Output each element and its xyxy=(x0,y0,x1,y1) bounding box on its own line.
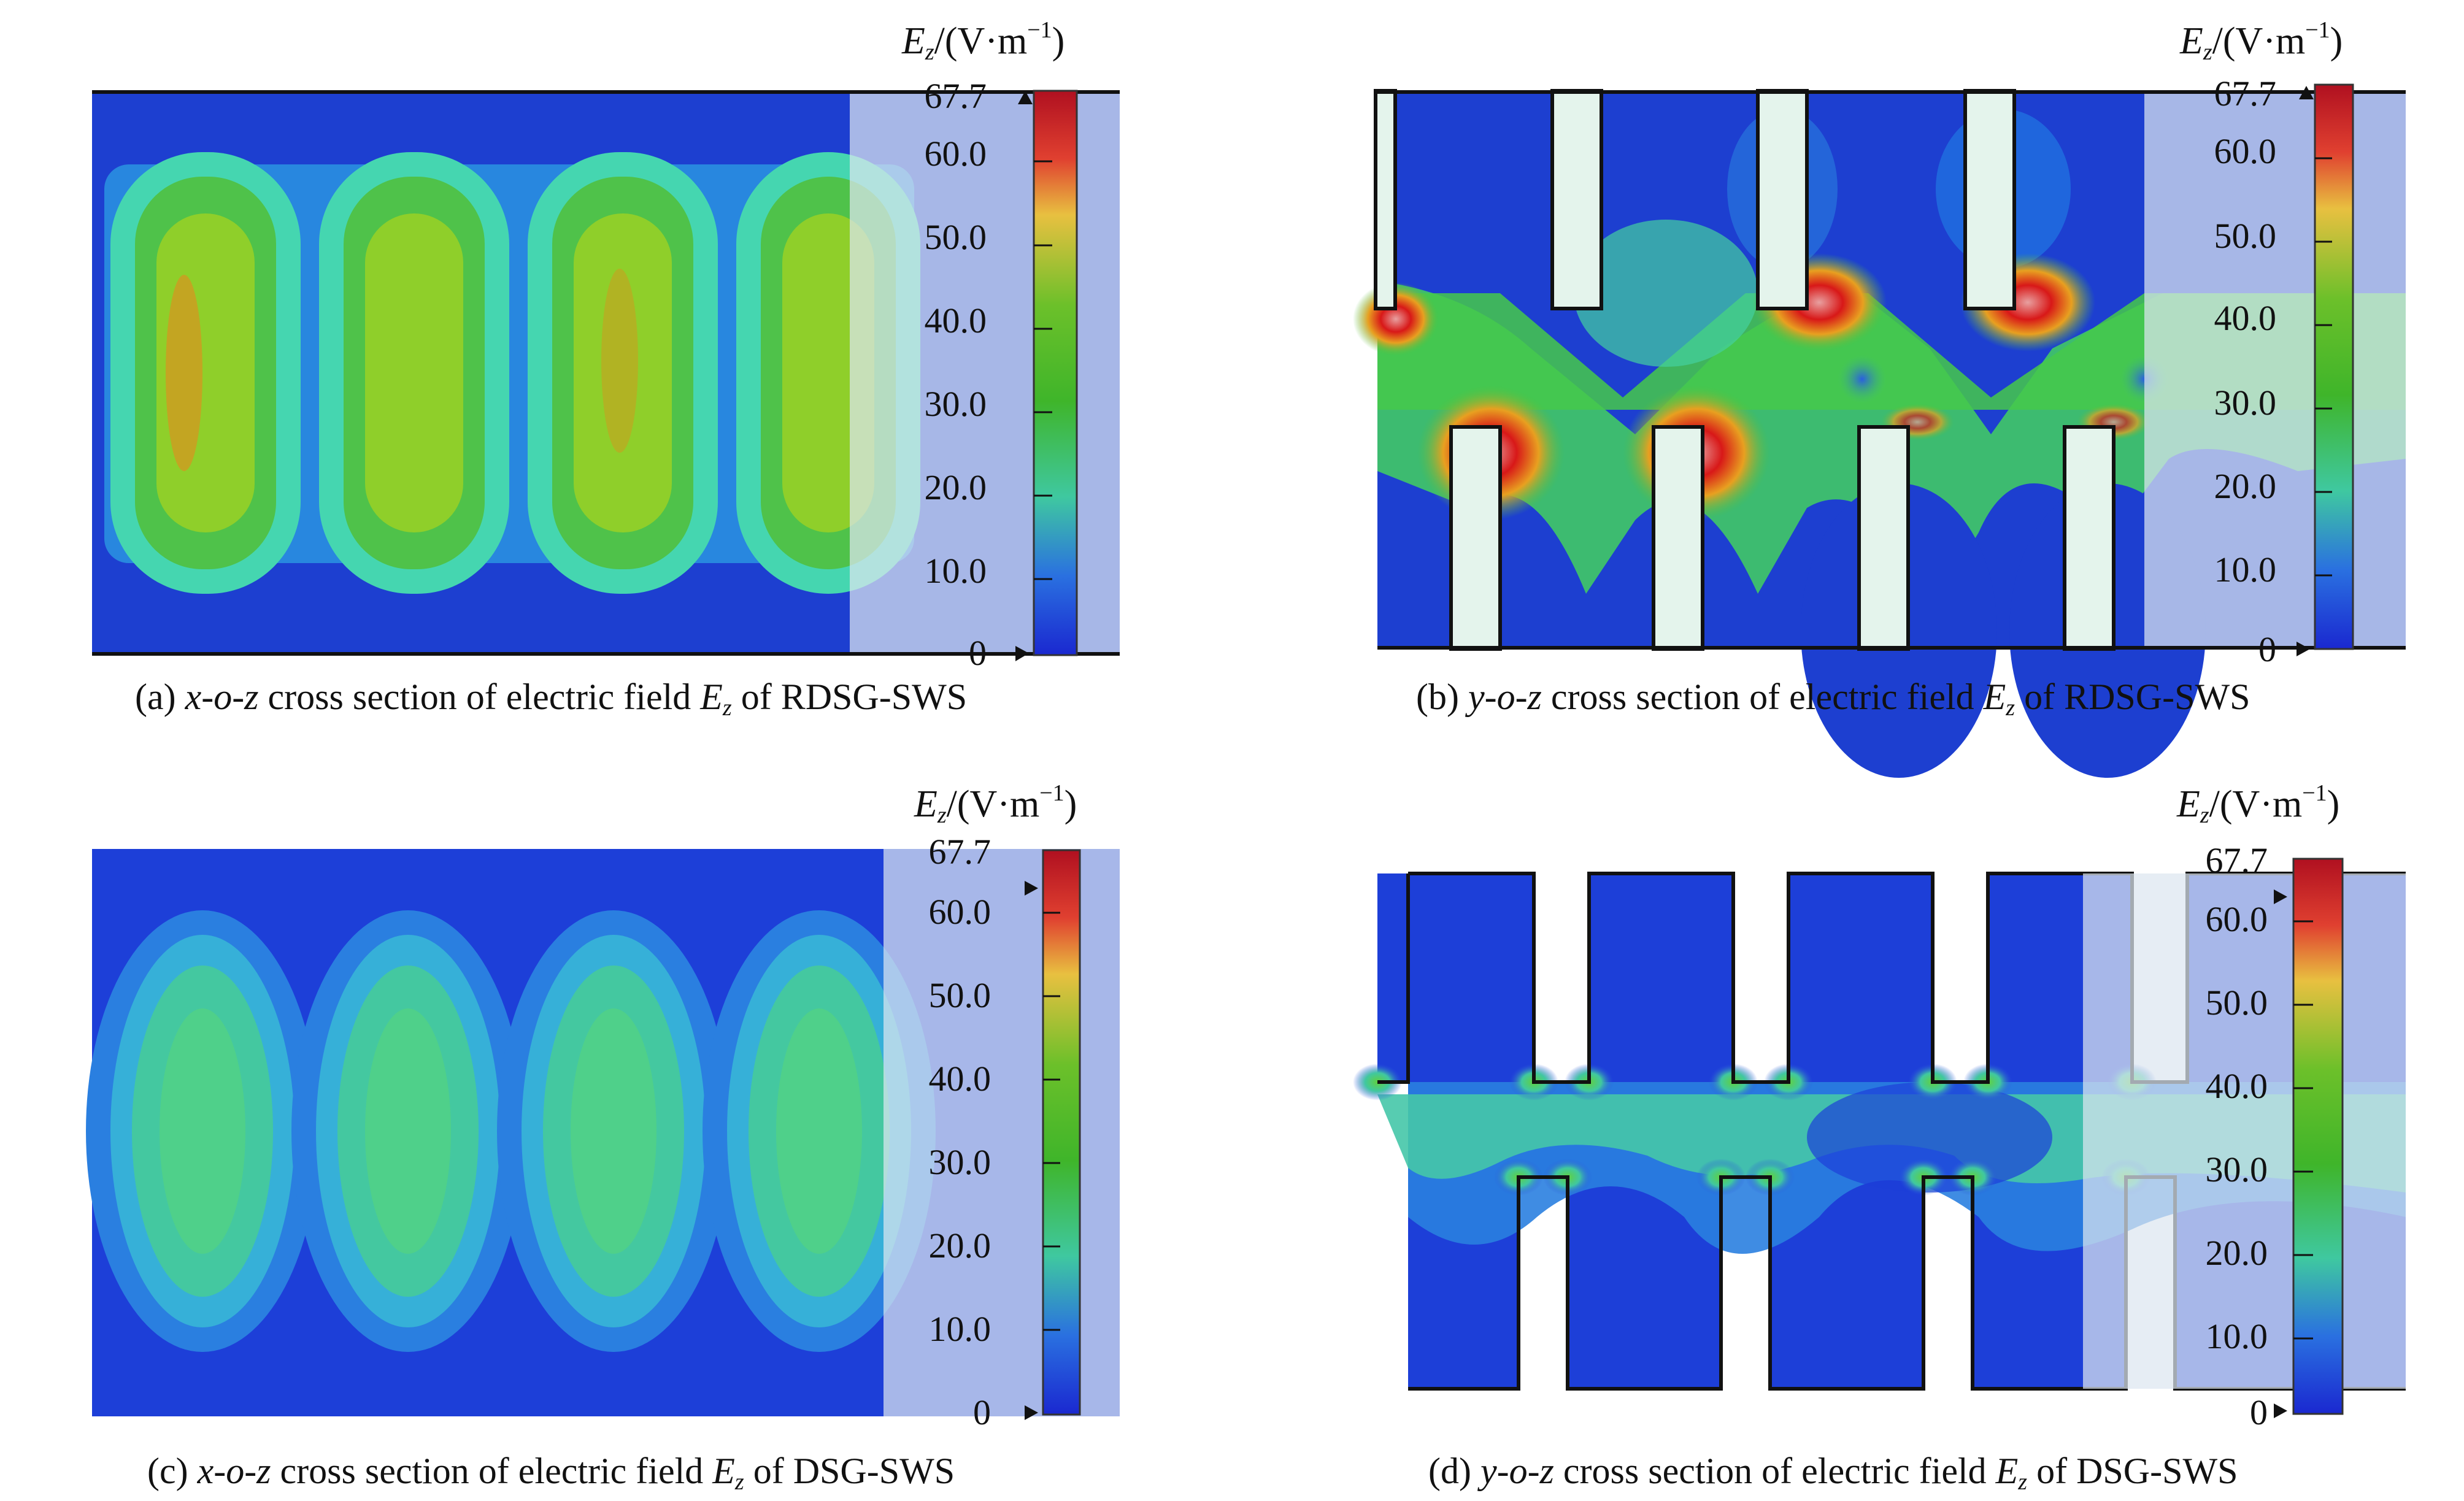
colorbar-tick-min: 0 xyxy=(969,633,987,673)
colorbar-tick-40: 40.0 xyxy=(928,1059,991,1099)
colorbar-tick-min: 0 xyxy=(973,1392,991,1432)
colorbar-unit-label: Ez/(V·m−1) xyxy=(914,780,1077,828)
colorbar-tick-50: 50.0 xyxy=(2205,983,2268,1023)
colorbar-tick-10: 10.0 xyxy=(2205,1316,2268,1356)
field-map-d xyxy=(1353,872,2406,1391)
colorbar-tick-20: 20.0 xyxy=(924,467,987,507)
panel-b: Ez/(V·m−1) 67.7 60.0 50.0 40.0 30.0 20.0… xyxy=(1232,0,2464,778)
colorbar-tick-50: 50.0 xyxy=(2214,216,2277,256)
colorbar-tick-20: 20.0 xyxy=(928,1226,991,1265)
colorbar-tick-50: 50.0 xyxy=(928,975,991,1015)
panel-d: Ez/(V·m−1) 67.7 60.0 50.0 40.0 30.0 20.0… xyxy=(1232,751,2464,1501)
colorbar-tick-max: 67.7 xyxy=(924,76,987,116)
colorbar-tick-max: 67.7 xyxy=(928,832,991,872)
colorbar-tick-20: 20.0 xyxy=(2214,466,2277,506)
colorbar-tick-60: 60.0 xyxy=(2214,131,2277,171)
field-cell-c xyxy=(86,910,319,1352)
colorbar-tick-40: 40.0 xyxy=(2214,298,2277,338)
caption-b: (b) y-o-z cross section of electric fiel… xyxy=(1416,677,2250,721)
colorbar xyxy=(1025,849,1081,1420)
colorbar-tick-30: 30.0 xyxy=(928,1142,991,1182)
colorbar-tick-40: 40.0 xyxy=(924,301,987,340)
colorbar xyxy=(2297,83,2354,656)
colorbar-tick-10: 10.0 xyxy=(924,551,987,591)
colorbar-tick-30: 30.0 xyxy=(2214,383,2277,423)
colorbar xyxy=(2274,858,2344,1418)
colorbar-ticks xyxy=(2293,920,2313,1340)
colorbar-ticks xyxy=(2315,157,2332,577)
field-cell-c xyxy=(703,910,936,1352)
caption-c: (c) x-o-z cross section of electric fiel… xyxy=(147,1451,955,1495)
colorbar xyxy=(1015,90,1078,661)
colorbar-max-marker xyxy=(2274,889,2287,904)
colorbar-tick-20: 20.0 xyxy=(2205,1233,2268,1273)
caption-d: (d) y-o-z cross section of electric fiel… xyxy=(1428,1451,2238,1495)
colorbar-tick-30: 30.0 xyxy=(2205,1150,2268,1189)
colorbar-min-marker xyxy=(1015,646,1029,661)
colorbar-ticks xyxy=(1034,160,1052,580)
colorbar-unit-label: Ez/(V·m−1) xyxy=(2180,17,2343,65)
caption-a: (a) x-o-z cross section of electric fiel… xyxy=(135,677,968,721)
field-cell-a xyxy=(110,152,301,594)
colorbar-tick-50: 50.0 xyxy=(924,217,987,257)
colorbar-tick-40: 40.0 xyxy=(2205,1066,2268,1106)
field-cell-c xyxy=(291,910,525,1352)
colorbar-max-marker xyxy=(1018,91,1033,104)
field-cell-c xyxy=(497,910,730,1352)
colorbar-min-marker xyxy=(2274,1403,2287,1418)
colorbar-tick-max: 67.7 xyxy=(2214,74,2277,113)
colorbar-tick-60: 60.0 xyxy=(928,892,991,932)
colorbar-unit-label: Ez/(V·m−1) xyxy=(902,17,1065,65)
colorbar-tick-60: 60.0 xyxy=(924,134,987,174)
colorbar-max-marker xyxy=(1025,881,1038,896)
colorbar-unit-label: Ez/(V·m−1) xyxy=(2177,780,2340,828)
colorbar-tick-max: 67.7 xyxy=(2205,840,2268,880)
field-cell-a xyxy=(319,152,509,594)
colorbar-min-marker xyxy=(1025,1405,1038,1420)
colorbar-tick-60: 60.0 xyxy=(2205,899,2268,939)
colorbar-tick-min: 0 xyxy=(2258,629,2276,669)
colorbar-ticks xyxy=(1043,912,1060,1331)
colorbar-tick-10: 10.0 xyxy=(2214,550,2277,589)
colorbar-min-marker xyxy=(2297,642,2310,656)
colorbar-tick-min: 0 xyxy=(2250,1392,2268,1432)
panel-c: Ez/(V·m−1) 67.7 60.0 50.0 40.0 30.0 20.0… xyxy=(0,751,1232,1501)
colorbar-tick-10: 10.0 xyxy=(928,1309,991,1349)
colorbar-max-marker xyxy=(2299,86,2314,99)
panel-a: Ez/(V·m−1) 67.7 60.0 50.0 40.0 30.0 20.0… xyxy=(0,0,1232,751)
field-map-b xyxy=(1353,89,2406,778)
field-cell-a xyxy=(528,152,718,594)
colorbar-tick-30: 30.0 xyxy=(924,384,987,424)
